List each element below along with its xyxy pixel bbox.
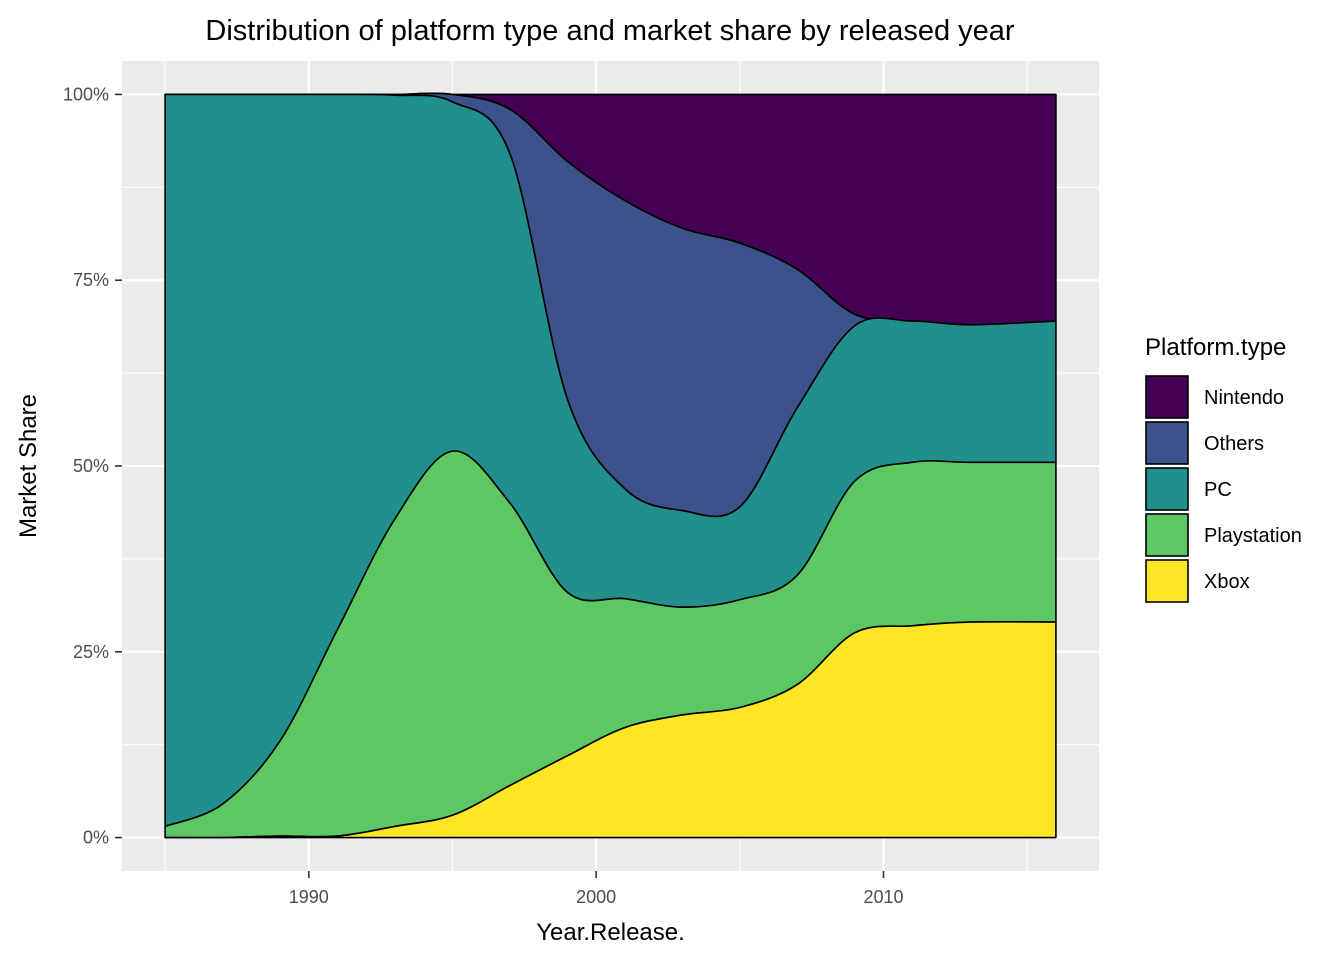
y-tick-label: 25%: [73, 642, 109, 662]
chart-title: Distribution of platform type and market…: [205, 15, 1015, 47]
x-tick-label: 2010: [863, 887, 903, 907]
x-tick-label: 1990: [289, 887, 329, 907]
legend-key-pc: [1145, 467, 1189, 511]
legend-key-xbox: [1145, 559, 1189, 603]
legend-key-others: [1145, 421, 1189, 465]
y-tick-label: 75%: [73, 270, 109, 290]
legend-label: Playstation: [1204, 525, 1302, 547]
y-tick-label: 0%: [83, 828, 109, 848]
legend-key-nintendo: [1145, 375, 1189, 419]
legend-label: PC: [1204, 479, 1232, 501]
x-tick-label: 2000: [576, 887, 616, 907]
legend-label: Xbox: [1204, 571, 1250, 593]
legend-key-playstation: [1145, 513, 1189, 557]
y-axis: 0% 25% 50% 75% 100%: [63, 84, 122, 848]
x-axis: 1990 2000 2010: [289, 871, 904, 907]
y-axis-title: Market Share: [15, 394, 42, 538]
x-axis-title: Year.Release.: [536, 919, 685, 946]
legend-label: Nintendo: [1204, 387, 1284, 409]
stacked-areas: [164, 92, 1057, 839]
y-tick-label: 50%: [73, 456, 109, 476]
legend: Platform.type Nintendo Others PC Playstatio…: [1145, 334, 1302, 603]
area-xbox: [164, 620, 1057, 839]
legend-label: Others: [1204, 433, 1264, 455]
y-tick-label: 100%: [63, 84, 109, 104]
legend-title: Platform.type: [1145, 334, 1286, 361]
